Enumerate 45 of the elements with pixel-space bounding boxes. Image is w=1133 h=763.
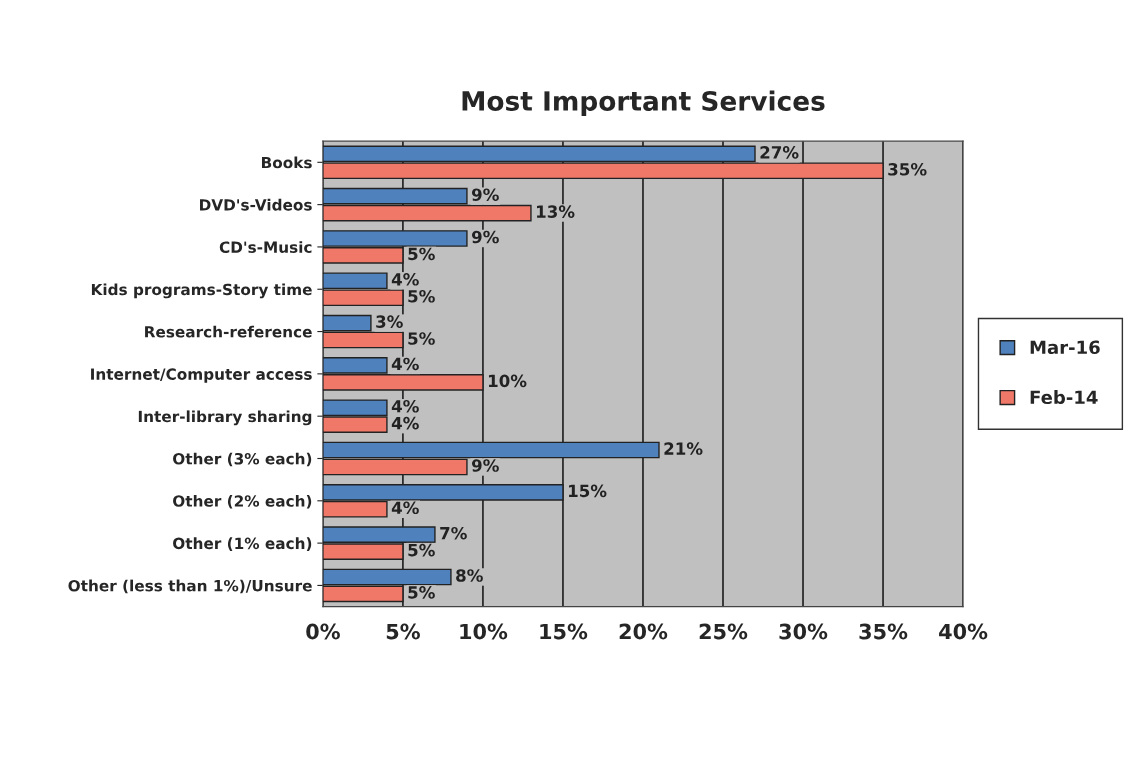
data-label: 27%: [760, 146, 799, 159]
y-tick-label: CD's-Music: [219, 241, 312, 253]
data-label: 13%: [537, 205, 575, 218]
data-label: 8%: [456, 569, 483, 582]
data-label: 4%: [391, 501, 419, 515]
y-tick-label: Internet/Computer access: [91, 368, 312, 383]
data-label: 5%: [408, 332, 435, 345]
data-label: 5%: [408, 586, 435, 599]
y-tick-label: Other (3% each): [173, 452, 312, 467]
data-label: 5%: [408, 289, 435, 303]
y-tick-label: Other (2% each): [173, 495, 312, 509]
y-tick-label: Kids programs-Story time: [91, 283, 312, 299]
data-label: 4%: [391, 357, 419, 371]
data-label: 4%: [391, 416, 419, 430]
data-label: 5%: [408, 543, 435, 557]
x-tick-label: 40%: [939, 623, 988, 640]
x-tick-label: 10%: [460, 623, 508, 640]
data-label: 7%: [440, 526, 467, 540]
x-tick-label: 15%: [540, 623, 588, 640]
data-label: 21%: [664, 442, 703, 455]
data-label: 9%: [471, 459, 499, 472]
data-label: 35%: [888, 163, 927, 176]
y-tick-label: Other (1% each): [173, 537, 312, 551]
legend-label: Feb-14: [1030, 390, 1098, 405]
data-label: 15%: [569, 484, 607, 498]
data-label: 3%: [376, 315, 403, 328]
x-tick-label: 30%: [779, 623, 828, 640]
y-tick-label: Inter-library sharing: [138, 410, 312, 426]
y-tick-label: Books: [262, 156, 312, 169]
data-label: 5%: [408, 247, 435, 261]
chart-title: Most Important Services: [462, 90, 825, 117]
x-tick-label: 0%: [306, 623, 340, 640]
x-tick-label: 20%: [619, 623, 668, 640]
y-tick-label: DVD's-Videos: [200, 198, 312, 211]
legend-label: Mar-16: [1030, 340, 1100, 355]
x-tick-label: 5%: [386, 623, 420, 640]
data-label: 10%: [488, 374, 527, 388]
data-label: 4%: [391, 399, 419, 413]
y-tick-label: Research-reference: [145, 325, 312, 338]
data-label: 4%: [391, 273, 419, 286]
data-label: 9%: [471, 188, 499, 201]
data-label: 9%: [471, 230, 499, 244]
x-tick-label: 25%: [699, 623, 748, 640]
y-tick-label: Other (less than 1%)/Unsure: [68, 579, 312, 594]
x-tick-label: 35%: [859, 623, 908, 640]
